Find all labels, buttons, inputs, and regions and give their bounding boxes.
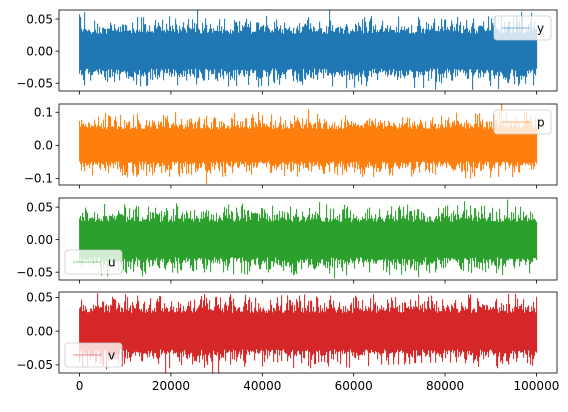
legend-box bbox=[493, 109, 552, 135]
legend-box bbox=[493, 15, 552, 41]
y-tick-label: 0.05 bbox=[26, 200, 53, 214]
x-tick-label: 20000 bbox=[152, 379, 190, 393]
legend-label: p bbox=[537, 115, 545, 129]
y-tick-label: 0.05 bbox=[26, 12, 53, 26]
x-tick-label: 80000 bbox=[426, 379, 464, 393]
y-tick-label: 0.00 bbox=[26, 233, 53, 247]
legend-box bbox=[64, 249, 123, 275]
series-p-line bbox=[79, 104, 538, 184]
subplot-2: −0.1 0.0 0.1 p bbox=[24, 103, 558, 189]
y-tick-label: −0.05 bbox=[16, 77, 53, 91]
axes-frame-2 bbox=[58, 103, 558, 186]
y-tick-label: −0.1 bbox=[24, 172, 53, 186]
y-tick-label: 0.0 bbox=[34, 139, 53, 153]
legend-label: v bbox=[108, 348, 115, 362]
legend-box bbox=[64, 342, 123, 368]
series-y-line bbox=[79, 10, 538, 90]
subplot-1: −0.05 0.00 0.05 y bbox=[16, 9, 558, 95]
axes-frame-3 bbox=[58, 197, 558, 281]
y-tick-label: 0.00 bbox=[26, 324, 53, 338]
legend-u: u bbox=[64, 249, 123, 275]
x-tick-label: 40000 bbox=[243, 379, 281, 393]
subplot-3: −0.05 0.00 0.05 u bbox=[16, 197, 558, 284]
axes-frame-1 bbox=[58, 9, 558, 92]
series-u-line bbox=[79, 199, 538, 279]
x-tick-label: 0 bbox=[76, 379, 84, 393]
x-tick-label: 60000 bbox=[335, 379, 373, 393]
axes-frame-4 bbox=[58, 291, 558, 374]
x-tick-label: 100000 bbox=[514, 379, 560, 393]
legend-label: y bbox=[537, 21, 544, 35]
y-tick-label: 0.05 bbox=[26, 291, 53, 305]
subplot-4: −0.05 0.00 0.05 0 20000 40000 60000 80000 100000… bbox=[16, 291, 559, 393]
series-v-line bbox=[79, 293, 538, 373]
legend-v: v bbox=[64, 342, 123, 368]
y-tick-label: −0.05 bbox=[16, 265, 53, 279]
legend-label: u bbox=[108, 255, 116, 269]
y-tick-label: 0.00 bbox=[26, 44, 53, 58]
y-tick-label: −0.05 bbox=[16, 358, 53, 372]
y-tick-label: 0.1 bbox=[34, 106, 53, 120]
legend-y: y bbox=[493, 15, 552, 41]
legend-p: p bbox=[493, 109, 552, 135]
